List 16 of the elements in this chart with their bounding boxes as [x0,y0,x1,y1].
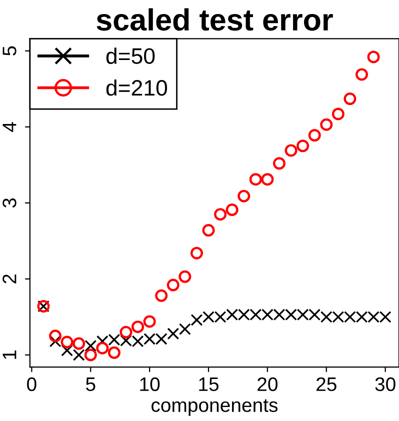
legend-label: d=210 [106,79,168,96]
y-tick-label: 3 [2,198,16,208]
x-tick-label: 30 [375,377,396,392]
y-tick-label: 5 [2,46,16,56]
x-axis-title: componenents [152,399,278,416]
y-tick-label: 4 [2,122,16,132]
x-tick-label: 20 [258,377,278,392]
x-tick-label: 0 [27,377,36,392]
x-tick-label: 15 [199,378,219,392]
y-tick-label: 1 [2,350,16,359]
y-tick-label: 2 [2,274,16,284]
chart-title: scaled test error [96,8,333,31]
legend-label: d=50 [106,48,155,64]
x-tick-label: 25 [316,377,336,392]
x-tick-label: 10 [140,377,160,392]
x-tick-label: 5 [86,378,96,392]
